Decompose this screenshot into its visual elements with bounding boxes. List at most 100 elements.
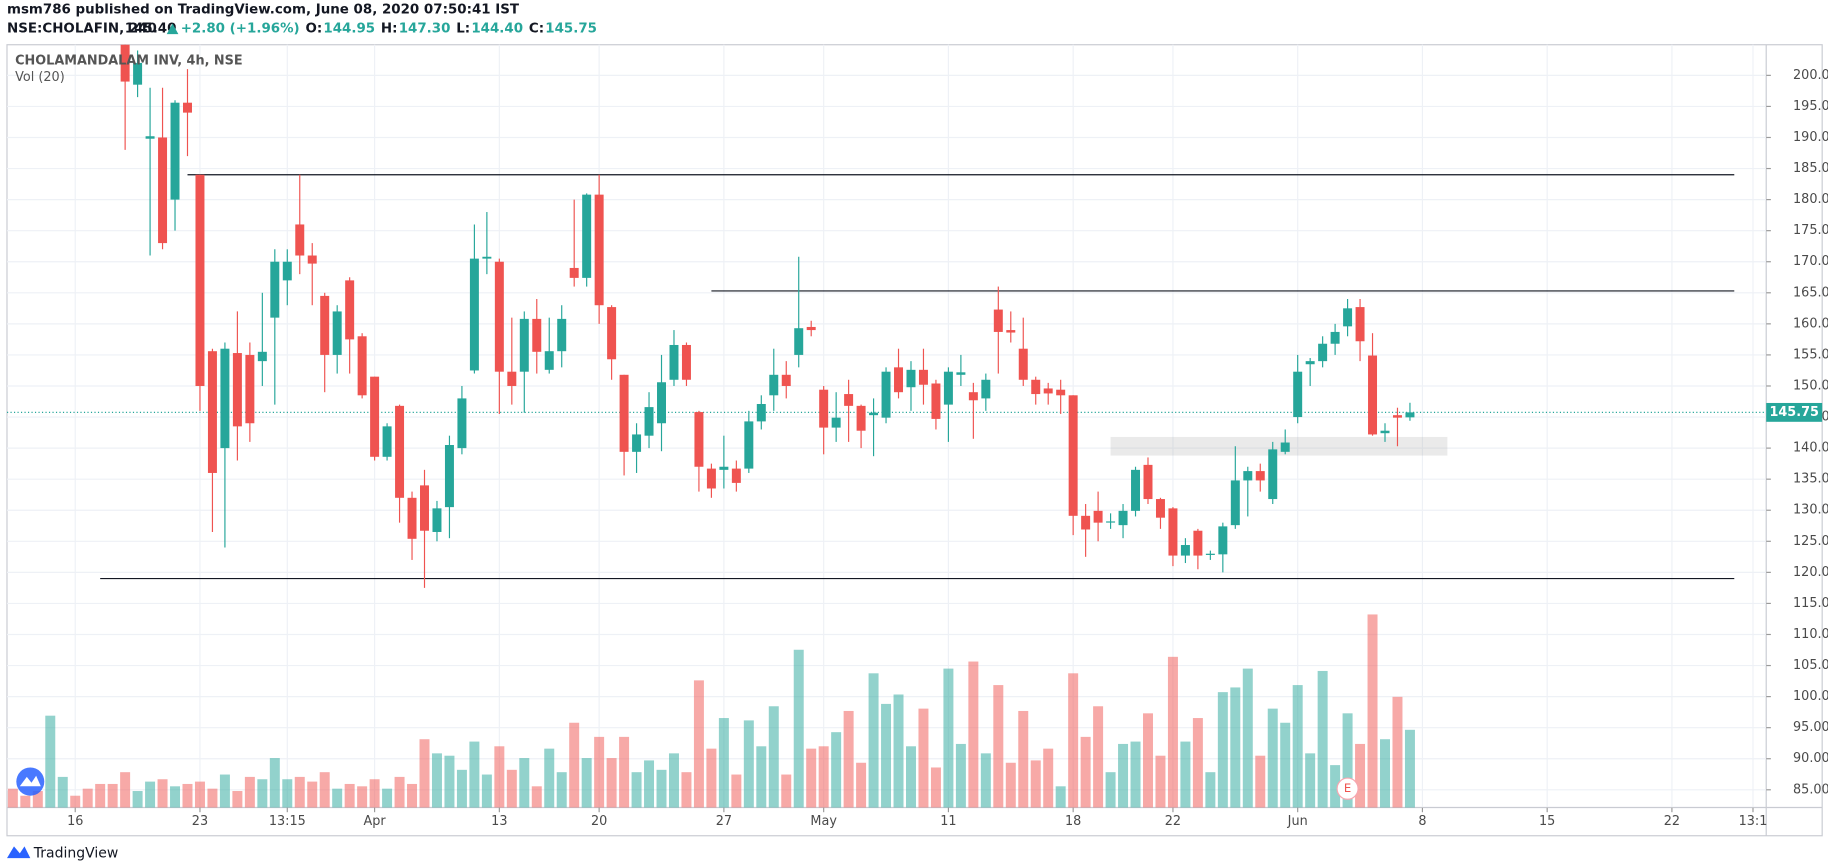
x-tick-label: May <box>810 814 837 829</box>
price: 145.40 <box>125 20 177 36</box>
candle-body <box>220 348 230 449</box>
candle-body <box>332 311 342 355</box>
y-tick-label: 170.00 <box>1793 254 1828 269</box>
y-tick-label: 90.00 <box>1793 751 1828 766</box>
volume-bar <box>930 767 941 808</box>
volume-bar <box>1317 670 1328 808</box>
y-tick-label: 140.00 <box>1793 441 1828 456</box>
volume-bar <box>57 776 68 808</box>
axes: 200.00 195.00 190.00 185.00 180.00 175.00 170.… <box>67 68 1828 829</box>
candle-body <box>245 354 255 424</box>
volume-bar <box>244 776 255 808</box>
drawings <box>6 174 1767 580</box>
symbol: NSE:CHOLAFIN, 240 <box>7 20 157 36</box>
candle-body <box>632 434 642 452</box>
y-tick-label: 130.00 <box>1793 503 1828 518</box>
candle-body <box>145 136 155 139</box>
candle-body <box>357 336 367 396</box>
y-tick-label: 195.00 <box>1793 99 1828 114</box>
candle-body <box>756 403 766 422</box>
volume-bar <box>556 772 567 808</box>
y-tick-label: 110.00 <box>1793 627 1828 642</box>
chart-title: CHOLAMANDALAM INV, 4h, NSE <box>15 54 242 69</box>
candle-body <box>894 367 904 393</box>
y-tick-label: 115.00 <box>1793 596 1828 611</box>
volume-bar <box>756 746 767 808</box>
y-tick-label: 165.00 <box>1793 285 1828 300</box>
volume-bar <box>656 769 667 808</box>
volume-bar <box>768 706 779 808</box>
candle-body <box>781 374 791 386</box>
volume-bar <box>893 694 904 808</box>
candle-body <box>1330 331 1340 344</box>
volume-bar <box>644 760 655 808</box>
candle-body <box>133 62 143 85</box>
volume-bar <box>95 783 106 808</box>
volume-bar <box>1030 760 1041 808</box>
candle-body <box>819 389 829 428</box>
candle-body <box>170 102 180 200</box>
ohlc-value: 144.95 <box>323 20 375 36</box>
candle-body <box>482 256 492 259</box>
candle-body <box>407 497 417 539</box>
volume-bar <box>344 783 355 808</box>
x-tick-label: 11 <box>940 814 956 829</box>
volume-bar <box>1380 739 1390 808</box>
volume-bar <box>1267 708 1278 808</box>
candle-body <box>644 407 654 436</box>
zone <box>1110 436 1448 456</box>
y-tick-label: 180.00 <box>1793 192 1828 207</box>
candle-body <box>1043 388 1053 394</box>
candle-body <box>794 328 804 355</box>
volume-bar <box>681 772 692 808</box>
volume-bar <box>868 673 879 808</box>
volume-bar <box>818 746 829 808</box>
volume-bar <box>1242 668 1253 808</box>
volume-bar <box>1217 692 1228 808</box>
volume-bar <box>70 795 81 808</box>
candle-body <box>444 445 454 508</box>
candle-body <box>1380 430 1390 434</box>
x-tick-label: Apr <box>364 814 387 829</box>
candles <box>120 44 1415 588</box>
candle-body <box>669 344 679 380</box>
volume-bar <box>7 788 18 808</box>
volume-bar <box>943 668 954 808</box>
volume-bar <box>1105 772 1116 808</box>
candle-body <box>719 466 729 470</box>
volume-bar <box>1230 687 1241 808</box>
candle-body <box>1255 471 1265 481</box>
volume-bar <box>1342 713 1353 808</box>
candle-body <box>869 412 879 416</box>
volume-bar <box>1080 736 1091 808</box>
candle-body <box>1355 307 1365 342</box>
volume-bars <box>7 614 1415 808</box>
volume-bar <box>1305 753 1316 808</box>
volume-bar <box>519 758 530 808</box>
volume-bar <box>1367 614 1378 808</box>
brand: TradingView <box>33 845 118 861</box>
symbol-line: NSE:CHOLAFIN, 240 145.40 +2.80 (+1.96%) … <box>7 20 597 36</box>
volume-bar <box>544 748 555 808</box>
x-tick-label: Jun <box>1287 814 1308 829</box>
volume-bar <box>145 781 156 808</box>
candle-body <box>1106 521 1116 523</box>
candle-body <box>981 379 991 399</box>
candle-body <box>706 468 716 489</box>
volume-bar <box>1180 741 1191 808</box>
candle-body <box>831 417 841 428</box>
candle-body <box>270 261 280 318</box>
candle-body <box>544 351 554 370</box>
volume-bar <box>581 758 592 808</box>
volume-bar <box>1043 748 1054 808</box>
volume-bar <box>1255 755 1266 808</box>
volume-bar <box>157 779 168 808</box>
candle-body <box>1006 330 1016 333</box>
x-tick-label: 18 <box>1065 814 1081 829</box>
y-tick-label: 105.00 <box>1793 658 1828 673</box>
volume-bar <box>469 741 480 808</box>
x-tick-label: 22 <box>1664 814 1680 829</box>
volume-bar <box>955 743 966 808</box>
candle-body <box>1318 343 1328 362</box>
